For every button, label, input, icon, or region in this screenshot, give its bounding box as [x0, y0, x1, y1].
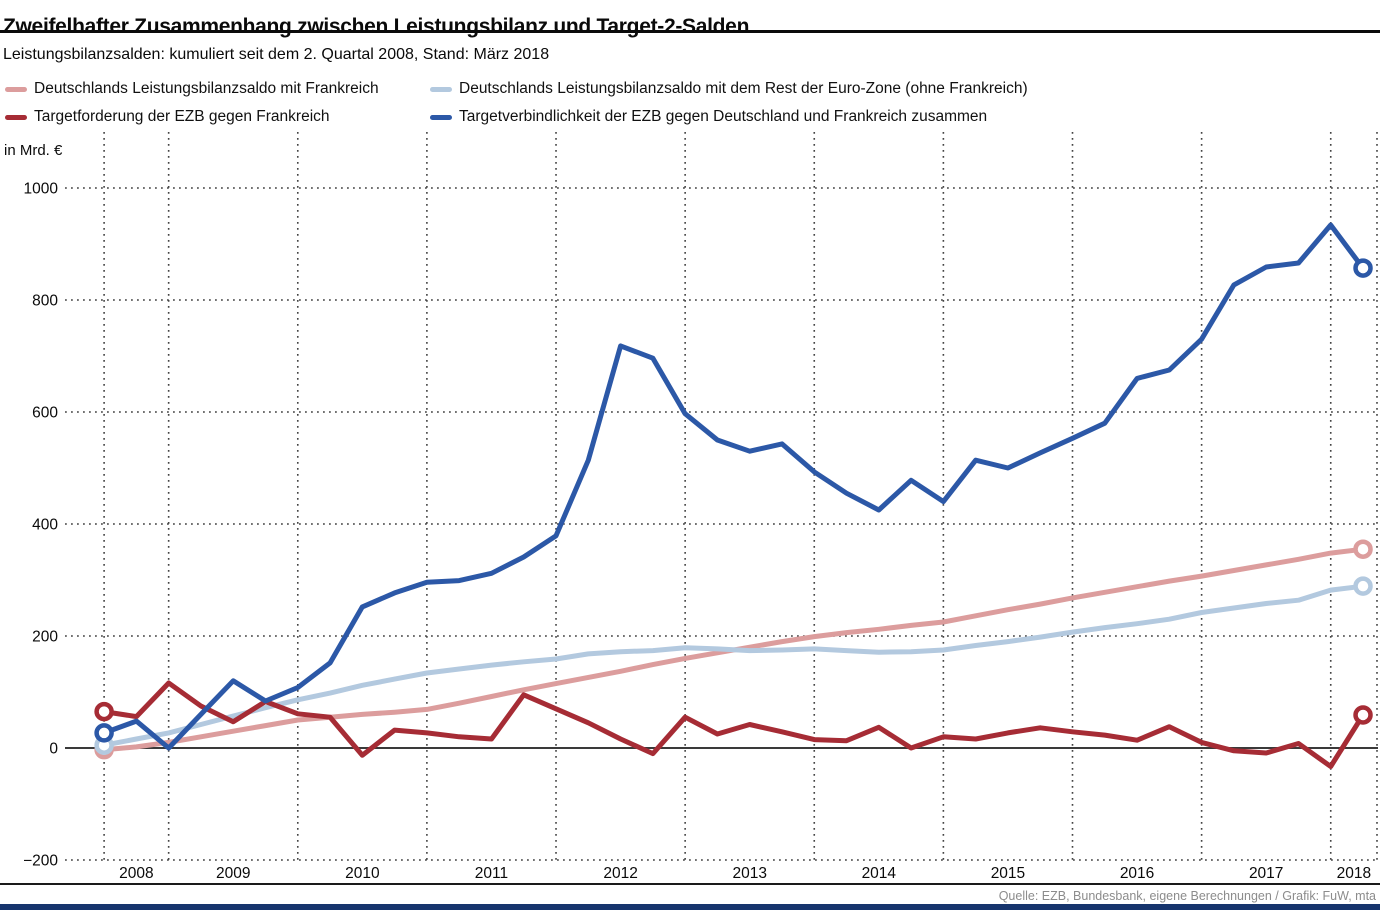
- legend: Deutschlands Leistungsbilanzsaldo mit Fr…: [0, 74, 1380, 134]
- legend-swatch-rest-eurozone-lb-icon: [430, 86, 452, 92]
- x-tick-label-2008: 2008: [119, 865, 153, 882]
- x-tick-label-2014: 2014: [862, 865, 897, 882]
- chart-subtitle: Leistungsbilanzsalden: kumuliert seit de…: [3, 46, 550, 63]
- title-rule: [0, 30, 1380, 33]
- x-tick-label-2012: 2012: [603, 865, 637, 882]
- y-tick-label-200: 200: [32, 629, 58, 646]
- y-tick-label-800: 800: [32, 293, 58, 310]
- y-tick-label-400: 400: [32, 517, 58, 534]
- legend-swatch-target-frankreich-icon: [5, 114, 27, 120]
- y-tick-label-−200: −200: [23, 853, 58, 870]
- series-marker-2-start: [94, 701, 114, 722]
- legend-swatch-target-de-fr-icon: [430, 114, 452, 120]
- y-tick-label-0: 0: [49, 741, 58, 758]
- legend-item-frankreich-lb: Deutschlands Leistungsbilanzsaldo mit Fr…: [5, 78, 379, 100]
- source-credit: Quelle: EZB, Bundesbank, eigene Berechnu…: [998, 889, 1376, 903]
- series-line-2: [101, 680, 1366, 769]
- legend-label-frankreich-lb: Deutschlands Leistungsbilanzsaldo mit Fr…: [34, 80, 379, 97]
- legend-label-target-de-fr: Targetverbindlichkeit der EZB gegen Deut…: [459, 108, 988, 125]
- bottom-accent-bar: [0, 904, 1380, 910]
- series-marker-3-start: [94, 723, 114, 743]
- legend-item-target-frankreich: Targetforderung der EZB gegen Frankreich: [5, 106, 330, 128]
- series-marker-1-end: [1353, 576, 1373, 596]
- x-tick-label-2015: 2015: [991, 865, 1025, 882]
- x-tick-label-2009: 2009: [216, 865, 250, 882]
- legend-label-target-frankreich: Targetforderung der EZB gegen Frankreich: [34, 108, 330, 125]
- y-tick-label-600: 600: [32, 405, 58, 422]
- y-axis-unit-label: in Mrd. €: [4, 142, 63, 159]
- x-tick-label-2011: 2011: [475, 865, 508, 882]
- series-line-3: [101, 222, 1366, 751]
- legend-item-target-de-fr: Targetverbindlichkeit der EZB gegen Deut…: [430, 106, 987, 128]
- legend-item-rest-eurozone-lb: Deutschlands Leistungsbilanzsaldo mit de…: [430, 78, 1028, 100]
- x-tick-label-2013: 2013: [732, 865, 766, 882]
- series-line-1: [101, 583, 1366, 748]
- series-marker-2-end: [1353, 705, 1373, 725]
- series-marker-3-end: [1353, 258, 1373, 278]
- x-tick-label-2010: 2010: [345, 865, 380, 882]
- legend-label-rest-eurozone-lb: Deutschlands Leistungsbilanzsaldo mit de…: [459, 80, 1028, 97]
- x-tick-label-2018: 2018: [1337, 865, 1371, 882]
- y-tick-label-1000: 1000: [24, 181, 59, 198]
- legend-swatch-frankreich-lb-icon: [5, 86, 27, 92]
- x-tick-label-2016: 2016: [1120, 865, 1154, 882]
- series-marker-0-end: [1353, 539, 1373, 559]
- x-tick-label-2017: 2017: [1249, 865, 1283, 882]
- chart-baseline-rule: [0, 883, 1380, 885]
